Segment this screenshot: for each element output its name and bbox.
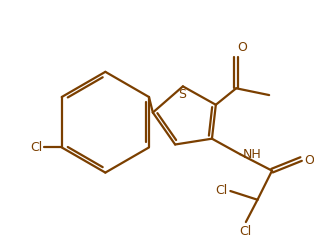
Text: Cl: Cl (215, 184, 227, 197)
Text: NH: NH (243, 148, 262, 161)
Text: S: S (178, 88, 186, 101)
Text: O: O (237, 41, 247, 54)
Text: Cl: Cl (30, 141, 42, 154)
Text: Cl: Cl (239, 225, 251, 238)
Text: O: O (304, 154, 314, 167)
